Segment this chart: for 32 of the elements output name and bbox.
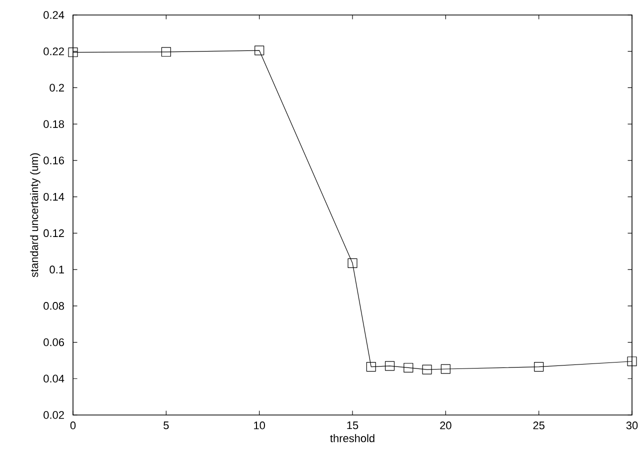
point [384, 361, 395, 371]
point [534, 362, 544, 372]
point [68, 47, 78, 58]
point [440, 364, 450, 374]
point [422, 364, 432, 374]
x-tick-label: 10 [254, 422, 265, 430]
x-tick-label: 30 [626, 422, 638, 430]
x-tick-label: 0 [70, 422, 76, 430]
x-tick-label: 20 [440, 422, 452, 430]
x-tick-label: 5 [164, 422, 169, 430]
y-tick-label: 0.14 [44, 192, 64, 201]
y-tick-label: 0.2 [50, 84, 64, 92]
x-tick-label: 15 [347, 422, 358, 430]
y-tick-label: 0.18 [44, 120, 64, 128]
point [254, 46, 264, 56]
x-axis-title: threshold [330, 434, 374, 442]
y-tick-label: 0.22 [44, 47, 64, 56]
y-tick-label: 0.06 [44, 338, 64, 346]
point [627, 356, 637, 366]
point [404, 362, 414, 373]
y-tick-label: 0.24 [44, 11, 64, 19]
y-axis-title: standard uncertainty (um) [30, 153, 40, 278]
point [348, 258, 358, 268]
point [161, 47, 171, 57]
y-tick-label: 0.02 [44, 411, 64, 419]
y-tick-label: 0.16 [44, 156, 64, 164]
x-tick-label: 25 [533, 422, 544, 430]
y-tick-label: 0.08 [44, 302, 64, 310]
y-tick-label: 0.04 [44, 374, 64, 383]
point [366, 362, 376, 372]
y-tick-label: 0.1 [50, 266, 64, 274]
y-tick-label: 0.12 [44, 229, 64, 238]
